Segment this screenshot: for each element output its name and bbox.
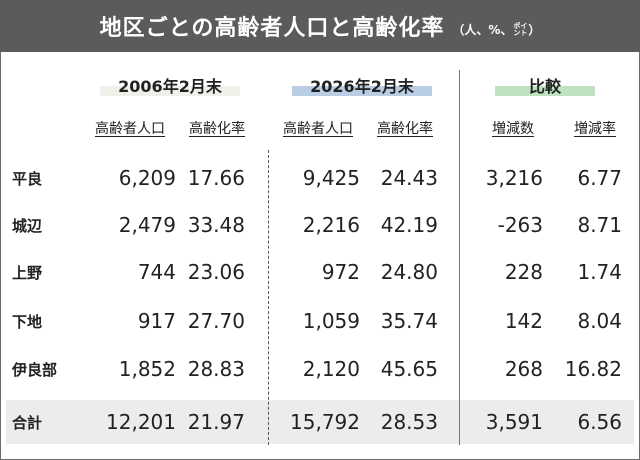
row-label: 下地	[12, 312, 43, 331]
cell-diff-rate: 16.82	[564, 357, 622, 381]
title-bar: 地区ごとの高齢者人口と高齢化率 （人、%、ポイント）	[0, 0, 640, 52]
cell-2026-pop: 2,120	[302, 357, 360, 381]
cell-diff-pop: 142	[504, 309, 543, 333]
cell-diff-rate: 1.74	[577, 260, 622, 284]
group-label-diff: 比較	[528, 77, 561, 96]
row-label: 上野	[12, 263, 43, 282]
cell-2026-rate: 24.43	[380, 166, 438, 190]
group-highlight-2006	[100, 86, 240, 96]
group-highlight-diff	[495, 86, 595, 96]
row-label: 伊良部	[12, 360, 58, 379]
unit-open: （人、%、	[452, 22, 513, 37]
unit-close: ）	[528, 22, 541, 37]
cell-diff-pop: -263	[497, 213, 543, 237]
cell-diff-pop: 3,216	[485, 166, 543, 190]
column-header-diff-pop: 増減数	[492, 121, 534, 137]
cell-2026-rate: 35.74	[380, 309, 438, 333]
group-label-2006: 2006年2月末	[118, 77, 222, 96]
row-label: 城辺	[12, 216, 43, 235]
column-header-2006-pop: 高齢者人口	[95, 121, 165, 137]
group-header-2026: 2026年2月末	[292, 72, 432, 98]
cell-2026-rate: 45.65	[380, 357, 438, 381]
page-title: 地区ごとの高齢者人口と高齢化率	[99, 16, 445, 41]
cell-2006-pop: 917	[137, 309, 176, 333]
row-label: 平良	[12, 169, 43, 188]
group-highlight-2026	[292, 86, 432, 96]
cell-2026-pop: 2,216	[302, 213, 360, 237]
cell-2026-pop: 972	[321, 260, 360, 284]
total-row-background	[6, 400, 634, 444]
column-header-2006-rate: 高齢化率	[189, 121, 245, 137]
group-header-diff: 比較	[495, 72, 595, 98]
cell-diff-rate: 8.71	[577, 213, 622, 237]
cell-2006-rate: 17.66	[187, 166, 245, 190]
solid-divider	[459, 70, 460, 445]
cell-diff-rate: 8.04	[577, 309, 622, 333]
total-label: 合計	[12, 413, 43, 432]
cell-2026-pop: 1,059	[302, 309, 360, 333]
cell-2006-pop: 1,852	[118, 357, 176, 381]
cell-2006-rate: 27.70	[187, 309, 245, 333]
cell-diff-rate: 6.77	[577, 166, 622, 190]
cell-2026-rate: 24.80	[380, 260, 438, 284]
group-label-2026: 2026年2月末	[310, 77, 414, 96]
column-header-2026-rate: 高齢化率	[377, 121, 433, 137]
cell-2026-rate: 42.19	[380, 213, 438, 237]
total-diff-rate: 6.56	[577, 410, 622, 434]
total-2006-pop: 12,201	[106, 410, 176, 434]
dashed-divider	[268, 150, 269, 445]
cell-2006-pop: 2,479	[118, 213, 176, 237]
cell-2006-rate: 33.48	[187, 213, 245, 237]
column-header-2026-pop: 高齢者人口	[283, 121, 353, 137]
total-2026-rate: 28.53	[380, 410, 438, 434]
cell-2006-pop: 6,209	[118, 166, 176, 190]
total-2006-rate: 21.97	[187, 410, 245, 434]
unit-note: （人、%、ポイント）	[452, 21, 540, 38]
column-header-diff-rate: 増減率	[574, 121, 616, 137]
total-diff-pop: 3,591	[485, 410, 543, 434]
total-2026-pop: 15,792	[290, 410, 360, 434]
cell-diff-pop: 228	[504, 260, 543, 284]
cell-diff-pop: 268	[504, 357, 543, 381]
unit-point: ポイント	[513, 22, 528, 37]
group-header-2006: 2006年2月末	[100, 72, 240, 98]
cell-2006-rate: 23.06	[187, 260, 245, 284]
cell-2026-pop: 9,425	[302, 166, 360, 190]
cell-2006-rate: 28.83	[187, 357, 245, 381]
cell-2006-pop: 744	[137, 260, 176, 284]
